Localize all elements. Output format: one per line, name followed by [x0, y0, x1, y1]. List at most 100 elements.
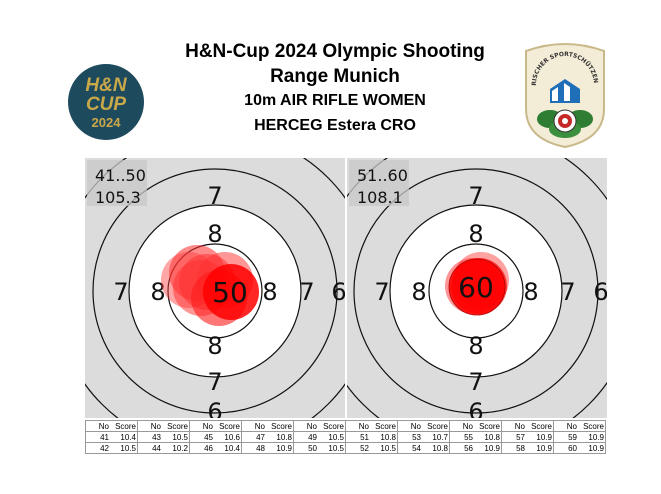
- hn-cup-logo-line3: 2024: [92, 115, 122, 130]
- series-total: 108.1: [357, 188, 403, 207]
- shot-score: 10.8: [370, 431, 398, 443]
- col-header-no: No: [241, 420, 266, 432]
- shot-no: 57: [501, 431, 526, 443]
- center-score-left: 50: [212, 276, 248, 309]
- col-header-score: Score: [474, 420, 502, 432]
- shot-no: 49: [293, 431, 318, 443]
- bssb-logo: BAYERISCHER SPORTSCHÜTZENBUND: [522, 39, 605, 149]
- shot-no: 48: [241, 442, 266, 454]
- shot-score: 10.8: [266, 431, 294, 443]
- target-series-41-50: 7 8 7 8 8 7 6 8 7 6 50 41..50 105.3: [85, 158, 345, 418]
- col-header-score: Score: [162, 420, 190, 432]
- shot-score: 10.9: [578, 442, 606, 454]
- ring-number-6-bottom: 6: [468, 398, 483, 418]
- shot-no: 45: [189, 431, 214, 443]
- target-face-left: 7 8 7 8 8 7 6 8 7 6 50: [85, 158, 345, 418]
- col-header-no: No: [85, 420, 110, 432]
- shot-no: 59: [553, 431, 578, 443]
- shot-score: 10.5: [162, 431, 190, 443]
- shot-no: 55: [449, 431, 474, 443]
- ring-number-7-left: 7: [374, 278, 389, 306]
- event-name: 10m AIR RIFLE WOMEN: [244, 92, 426, 109]
- shot-no: 51: [345, 431, 370, 443]
- ring-number-7-top: 7: [207, 182, 222, 210]
- hn-cup-logo-line2: CUP: [86, 94, 126, 115]
- athlete-name: HERCEG Estera CRO: [254, 117, 416, 134]
- series-total: 105.3: [95, 188, 141, 207]
- shot-score: 10.5: [318, 431, 346, 443]
- shot-score: 10.9: [266, 442, 294, 454]
- col-header-no: No: [189, 420, 214, 432]
- shot-no: 47: [241, 431, 266, 443]
- col-header-score: Score: [318, 420, 346, 432]
- series-range: 51..60: [357, 166, 408, 185]
- ring-number-8-bottom: 8: [468, 332, 483, 360]
- ring-number-6-right: 6: [593, 278, 607, 306]
- shot-no: 50: [293, 442, 318, 454]
- ring-number-7-bottom: 7: [468, 368, 483, 396]
- col-header-no: No: [449, 420, 474, 432]
- col-header-no: No: [553, 420, 578, 432]
- shot-score: 10.6: [214, 431, 242, 443]
- col-header-score: Score: [578, 420, 606, 432]
- col-header-score: Score: [266, 420, 294, 432]
- shot-score: 10.8: [474, 431, 502, 443]
- series-info-box: 51..60 108.1: [349, 160, 409, 207]
- col-header-no: No: [397, 420, 422, 432]
- shot-score: 10.9: [526, 442, 554, 454]
- col-header-no: No: [501, 420, 526, 432]
- table-header-row: No Score No Score No Score No Score No Score …: [85, 420, 606, 432]
- ring-number-8-top: 8: [468, 220, 483, 248]
- col-header-score: Score: [214, 420, 242, 432]
- shot-score: 10.5: [370, 442, 398, 454]
- shot-no: 52: [345, 442, 370, 454]
- shot-score: 10.2: [162, 442, 190, 454]
- col-header-score: Score: [526, 420, 554, 432]
- col-header-no: No: [345, 420, 370, 432]
- ring-number-7-left: 7: [113, 278, 128, 306]
- hn-cup-logo: H&N CUP 2024: [68, 64, 144, 140]
- ring-number-6-right: 6: [331, 278, 345, 306]
- col-header-score: Score: [422, 420, 450, 432]
- ring-number-7-right: 7: [560, 278, 575, 306]
- ring-number-8-left: 8: [150, 278, 165, 306]
- hn-cup-logo-line1: H&N: [85, 75, 127, 96]
- ring-number-8-left: 8: [411, 278, 426, 306]
- series-range: 41..50: [95, 166, 146, 185]
- shot-no: 43: [137, 431, 162, 443]
- ring-number-8-bottom: 8: [207, 332, 222, 360]
- shot-score: 10.9: [578, 431, 606, 443]
- shot-no: 58: [501, 442, 526, 454]
- ring-number-7-right: 7: [299, 278, 314, 306]
- shot-score: 10.7: [422, 431, 450, 443]
- ring-number-7-top: 7: [468, 182, 483, 210]
- shot-no: 60: [553, 442, 578, 454]
- header-title-line2: Range Munich: [270, 66, 400, 87]
- col-header-no: No: [293, 420, 318, 432]
- col-header-score: Score: [370, 420, 398, 432]
- col-header-score: Score: [110, 420, 138, 432]
- center-score-right: 60: [458, 271, 494, 304]
- shot-no: 54: [397, 442, 422, 454]
- shot-group-left: [161, 245, 259, 326]
- shot-no: 46: [189, 442, 214, 454]
- header-title-line1: H&N-Cup 2024 Olympic Shooting: [185, 41, 485, 62]
- target-series-51-60: 7 8 7 8 8 7 6 8 7 6 60 51..60 108.1: [347, 158, 607, 418]
- shot-score: 10.8: [422, 442, 450, 454]
- ring-number-8-right: 8: [523, 278, 538, 306]
- shot-score-table: No Score No Score No Score No Score No Score …: [85, 420, 606, 454]
- shot-no: 44: [137, 442, 162, 454]
- shot-group-right: [445, 252, 509, 316]
- shot-no: 56: [449, 442, 474, 454]
- shot-no: 42: [85, 442, 110, 454]
- shot-score: 10.5: [318, 442, 346, 454]
- shot-score: 10.4: [214, 442, 242, 454]
- table-row: 41 10.4 43 10.5 45 10.6 47 10.8 49 10.5 51 10.…: [85, 431, 606, 443]
- ring-number-7-bottom: 7: [207, 368, 222, 396]
- shot-no: 41: [85, 431, 110, 443]
- table-row: 42 10.5 44 10.2 46 10.4 48 10.9 50 10.5 52 10.…: [85, 442, 606, 454]
- ring-number-6-bottom: 6: [207, 398, 222, 418]
- shot-score: 10.5: [110, 442, 138, 454]
- shot-no: 53: [397, 431, 422, 443]
- shot-score: 10.9: [474, 442, 502, 454]
